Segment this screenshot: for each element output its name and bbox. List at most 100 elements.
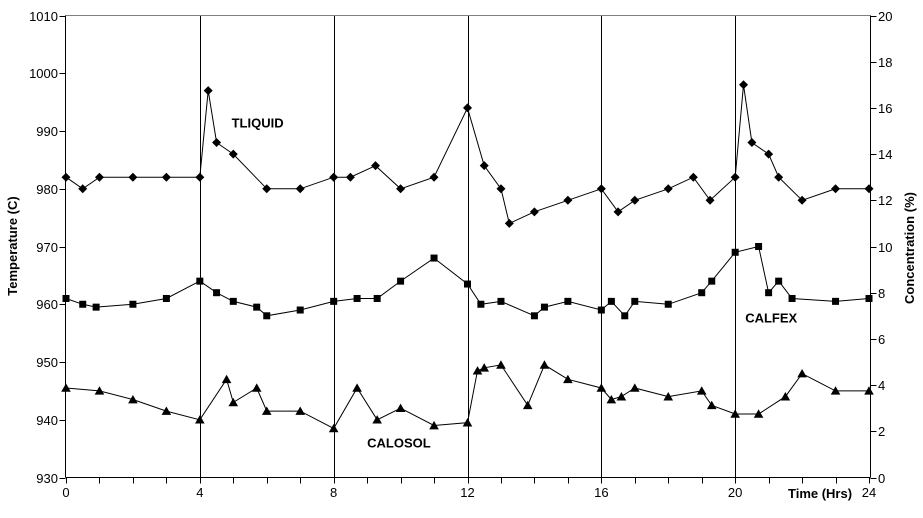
marker-diamond-tliquid bbox=[195, 172, 205, 182]
marker-square-calfex bbox=[698, 289, 706, 297]
marker-diamond-tliquid bbox=[396, 184, 406, 194]
x-tick-label: 4 bbox=[196, 485, 203, 500]
marker-triangle-calosol bbox=[797, 368, 807, 378]
marker-square-calfex bbox=[788, 294, 796, 302]
marker-square-calfex bbox=[631, 297, 639, 305]
marker-diamond-tliquid bbox=[496, 184, 506, 194]
marker-square-calfex bbox=[79, 300, 87, 308]
y-right-tick-label: 14 bbox=[878, 147, 892, 162]
marker-triangle-calosol bbox=[522, 400, 533, 410]
marker-triangle-calosol bbox=[328, 423, 339, 433]
y-right-tick-label: 16 bbox=[878, 101, 892, 116]
x-tick-label: 8 bbox=[330, 485, 337, 500]
marker-diamond-tliquid bbox=[764, 149, 774, 159]
marker-triangle-calosol bbox=[429, 420, 439, 430]
y-left-tick-label: 950 bbox=[36, 355, 58, 370]
marker-diamond-tliquid bbox=[747, 138, 757, 148]
y-left-tick-label: 930 bbox=[36, 471, 58, 486]
marker-triangle-calosol bbox=[706, 400, 717, 410]
marker-diamond-tliquid bbox=[663, 184, 673, 194]
marker-triangle-calosol bbox=[94, 386, 105, 395]
y-left-tick-label: 990 bbox=[36, 124, 58, 139]
y-right-tick-label: 6 bbox=[878, 332, 885, 347]
marker-square-calfex bbox=[464, 280, 471, 288]
y-right-tick-label: 4 bbox=[878, 378, 885, 393]
marker-square-calfex bbox=[775, 277, 783, 285]
marker-diamond-tliquid bbox=[429, 172, 439, 182]
y-right-tick-label: 18 bbox=[878, 55, 892, 70]
marker-triangle-calosol bbox=[228, 397, 239, 407]
right-axis-title: Concentration (%) bbox=[902, 192, 917, 304]
marker-diamond-tliquid bbox=[329, 172, 339, 182]
marker-diamond-tliquid bbox=[345, 172, 355, 182]
y-right-tick-label: 20 bbox=[878, 9, 892, 24]
marker-square-calfex bbox=[832, 297, 840, 305]
marker-square-calfex bbox=[477, 300, 485, 308]
marker-square-calfex bbox=[373, 294, 381, 302]
marker-diamond-tliquid bbox=[128, 172, 138, 182]
marker-diamond-tliquid bbox=[774, 172, 784, 182]
marker-square-calfex bbox=[621, 312, 629, 320]
marker-square-calfex bbox=[213, 289, 221, 297]
y-left-tick-label: 1000 bbox=[29, 66, 58, 81]
marker-diamond-tliquid bbox=[797, 195, 807, 205]
marker-triangle-calosol bbox=[616, 392, 627, 401]
marker-square-calfex bbox=[129, 300, 137, 308]
marker-triangle-calosol bbox=[395, 403, 406, 412]
y-right-tick-label: 0 bbox=[878, 471, 885, 486]
series-label-calfex: CALFEX bbox=[745, 311, 797, 326]
marker-square-calfex bbox=[607, 297, 615, 305]
marker-triangle-calosol bbox=[261, 406, 272, 415]
marker-triangle-calosol bbox=[295, 406, 306, 415]
marker-triangle-calosol bbox=[372, 415, 382, 424]
marker-diamond-tliquid bbox=[228, 149, 238, 159]
y-left-tick-label: 980 bbox=[36, 182, 58, 197]
series-label-tliquid: TLIQUID bbox=[232, 116, 284, 131]
marker-diamond-tliquid bbox=[864, 184, 874, 194]
marker-diamond-tliquid bbox=[613, 207, 623, 217]
marker-triangle-calosol bbox=[629, 383, 640, 392]
series-line-tliquid bbox=[65, 84, 869, 225]
marker-diamond-tliquid bbox=[479, 161, 489, 171]
marker-square-calfex bbox=[865, 294, 873, 302]
marker-square-calfex bbox=[597, 306, 605, 314]
marker-triangle-calosol bbox=[864, 386, 874, 395]
marker-triangle-calosol bbox=[753, 409, 764, 418]
y-right-tick-label: 2 bbox=[878, 424, 885, 439]
marker-square-calfex bbox=[296, 306, 304, 314]
marker-triangle-calosol bbox=[161, 406, 172, 415]
marker-diamond-tliquid bbox=[688, 172, 698, 182]
marker-diamond-tliquid bbox=[203, 86, 213, 96]
marker-diamond-tliquid bbox=[212, 138, 222, 148]
marker-diamond-tliquid bbox=[730, 172, 740, 182]
marker-triangle-calosol bbox=[496, 360, 506, 369]
marker-square-calfex bbox=[530, 312, 538, 320]
marker-triangle-calosol bbox=[251, 383, 262, 392]
marker-diamond-tliquid bbox=[262, 184, 272, 194]
marker-triangle-calosol bbox=[352, 383, 362, 392]
marker-triangle-calosol bbox=[663, 392, 674, 401]
marker-triangle-calosol bbox=[472, 366, 483, 375]
left-axis-title: Temperature (C) bbox=[5, 196, 20, 296]
marker-square-calfex bbox=[664, 300, 672, 308]
marker-triangle-calosol bbox=[61, 383, 71, 392]
marker-square-calfex bbox=[397, 277, 405, 285]
marker-diamond-tliquid bbox=[705, 195, 715, 205]
marker-square-calfex bbox=[564, 297, 572, 305]
marker-diamond-tliquid bbox=[831, 184, 841, 194]
x-tick-label: 24 bbox=[862, 485, 876, 500]
x-tick-label: 20 bbox=[728, 485, 742, 500]
marker-square-calfex bbox=[755, 243, 763, 250]
marker-triangle-calosol bbox=[830, 386, 841, 395]
marker-triangle-calosol bbox=[128, 394, 138, 404]
y-left-tick-label: 1010 bbox=[29, 9, 58, 24]
marker-square-calfex bbox=[353, 294, 361, 302]
marker-square-calfex bbox=[229, 297, 237, 305]
marker-diamond-tliquid bbox=[295, 184, 305, 194]
x-axis-title: Time (Hrs) bbox=[788, 486, 853, 501]
marker-triangle-calosol bbox=[195, 415, 205, 424]
x-tick-label: 16 bbox=[594, 485, 608, 500]
marker-triangle-calosol bbox=[596, 383, 607, 392]
